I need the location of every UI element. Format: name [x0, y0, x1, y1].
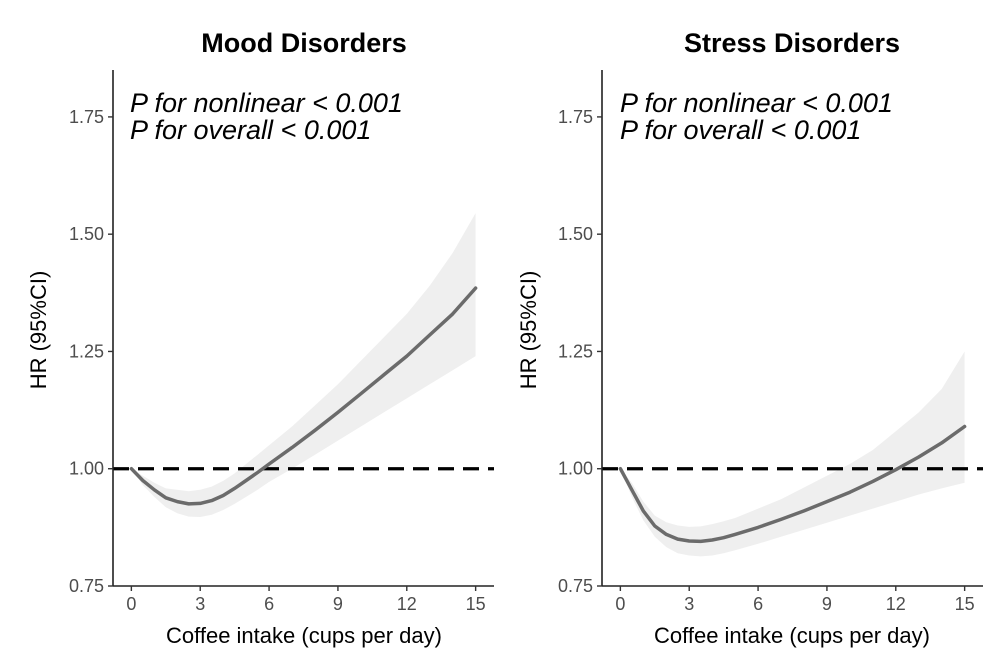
- x-tick-label: 15: [466, 594, 486, 614]
- annotation-overall: P for overall < 0.001: [620, 115, 861, 145]
- annotation-nonlinear: P for nonlinear < 0.001: [620, 88, 893, 118]
- plot-area: 0.75 1.00 1.25 1.50 1.75 0 3 6 9 12 15: [69, 70, 494, 614]
- x-tick-label: 12: [397, 594, 417, 614]
- y-axis-label: HR (95%CI): [516, 271, 541, 390]
- y-tick-label: 1.50: [558, 224, 593, 244]
- y-tick-label: 1.75: [558, 107, 593, 127]
- y-tick-label: 0.75: [558, 576, 593, 596]
- panel-title: Mood Disorders: [201, 28, 407, 58]
- y-tick-label: 1.50: [69, 224, 104, 244]
- panel-stress: Stress Disorders HR (95%CI) Coffee intak…: [516, 28, 983, 648]
- y-tick-label: 1.75: [69, 107, 104, 127]
- panel-title: Stress Disorders: [684, 28, 900, 58]
- x-tick-label: 0: [126, 594, 136, 614]
- hr-curve: [618, 424, 967, 544]
- y-tick-label: 1.00: [69, 459, 104, 479]
- x-axis-label: Coffee intake (cups per day): [166, 623, 442, 648]
- x-tick-label: 0: [615, 594, 625, 614]
- y-axis-label: HR (95%CI): [26, 271, 51, 390]
- confidence-band: [620, 351, 965, 557]
- y-tick-label: 1.25: [558, 341, 593, 361]
- annotation-nonlinear: P for nonlinear < 0.001: [130, 88, 403, 118]
- x-tick-label: 9: [333, 594, 343, 614]
- confidence-band: [131, 213, 476, 517]
- x-tick-label: 3: [195, 594, 205, 614]
- panel-mood: Mood Disorders HR (95%CI) Coffee intake …: [26, 28, 494, 648]
- x-axis-label: Coffee intake (cups per day): [654, 623, 930, 648]
- y-tick-label: 1.00: [558, 459, 593, 479]
- x-tick-label: 15: [955, 594, 975, 614]
- x-tick-label: 6: [753, 594, 763, 614]
- x-tick-label: 12: [886, 594, 906, 614]
- y-tick-label: 0.75: [69, 576, 104, 596]
- annotation-overall: P for overall < 0.001: [130, 115, 371, 145]
- x-tick-label: 6: [264, 594, 274, 614]
- y-tick-label: 1.25: [69, 341, 104, 361]
- plot-area: 0.75 1.00 1.25 1.50 1.75 0 3 6 9 12 15: [558, 70, 983, 614]
- hr-curve: [129, 286, 478, 506]
- x-tick-label: 9: [822, 594, 832, 614]
- x-tick-label: 3: [684, 594, 694, 614]
